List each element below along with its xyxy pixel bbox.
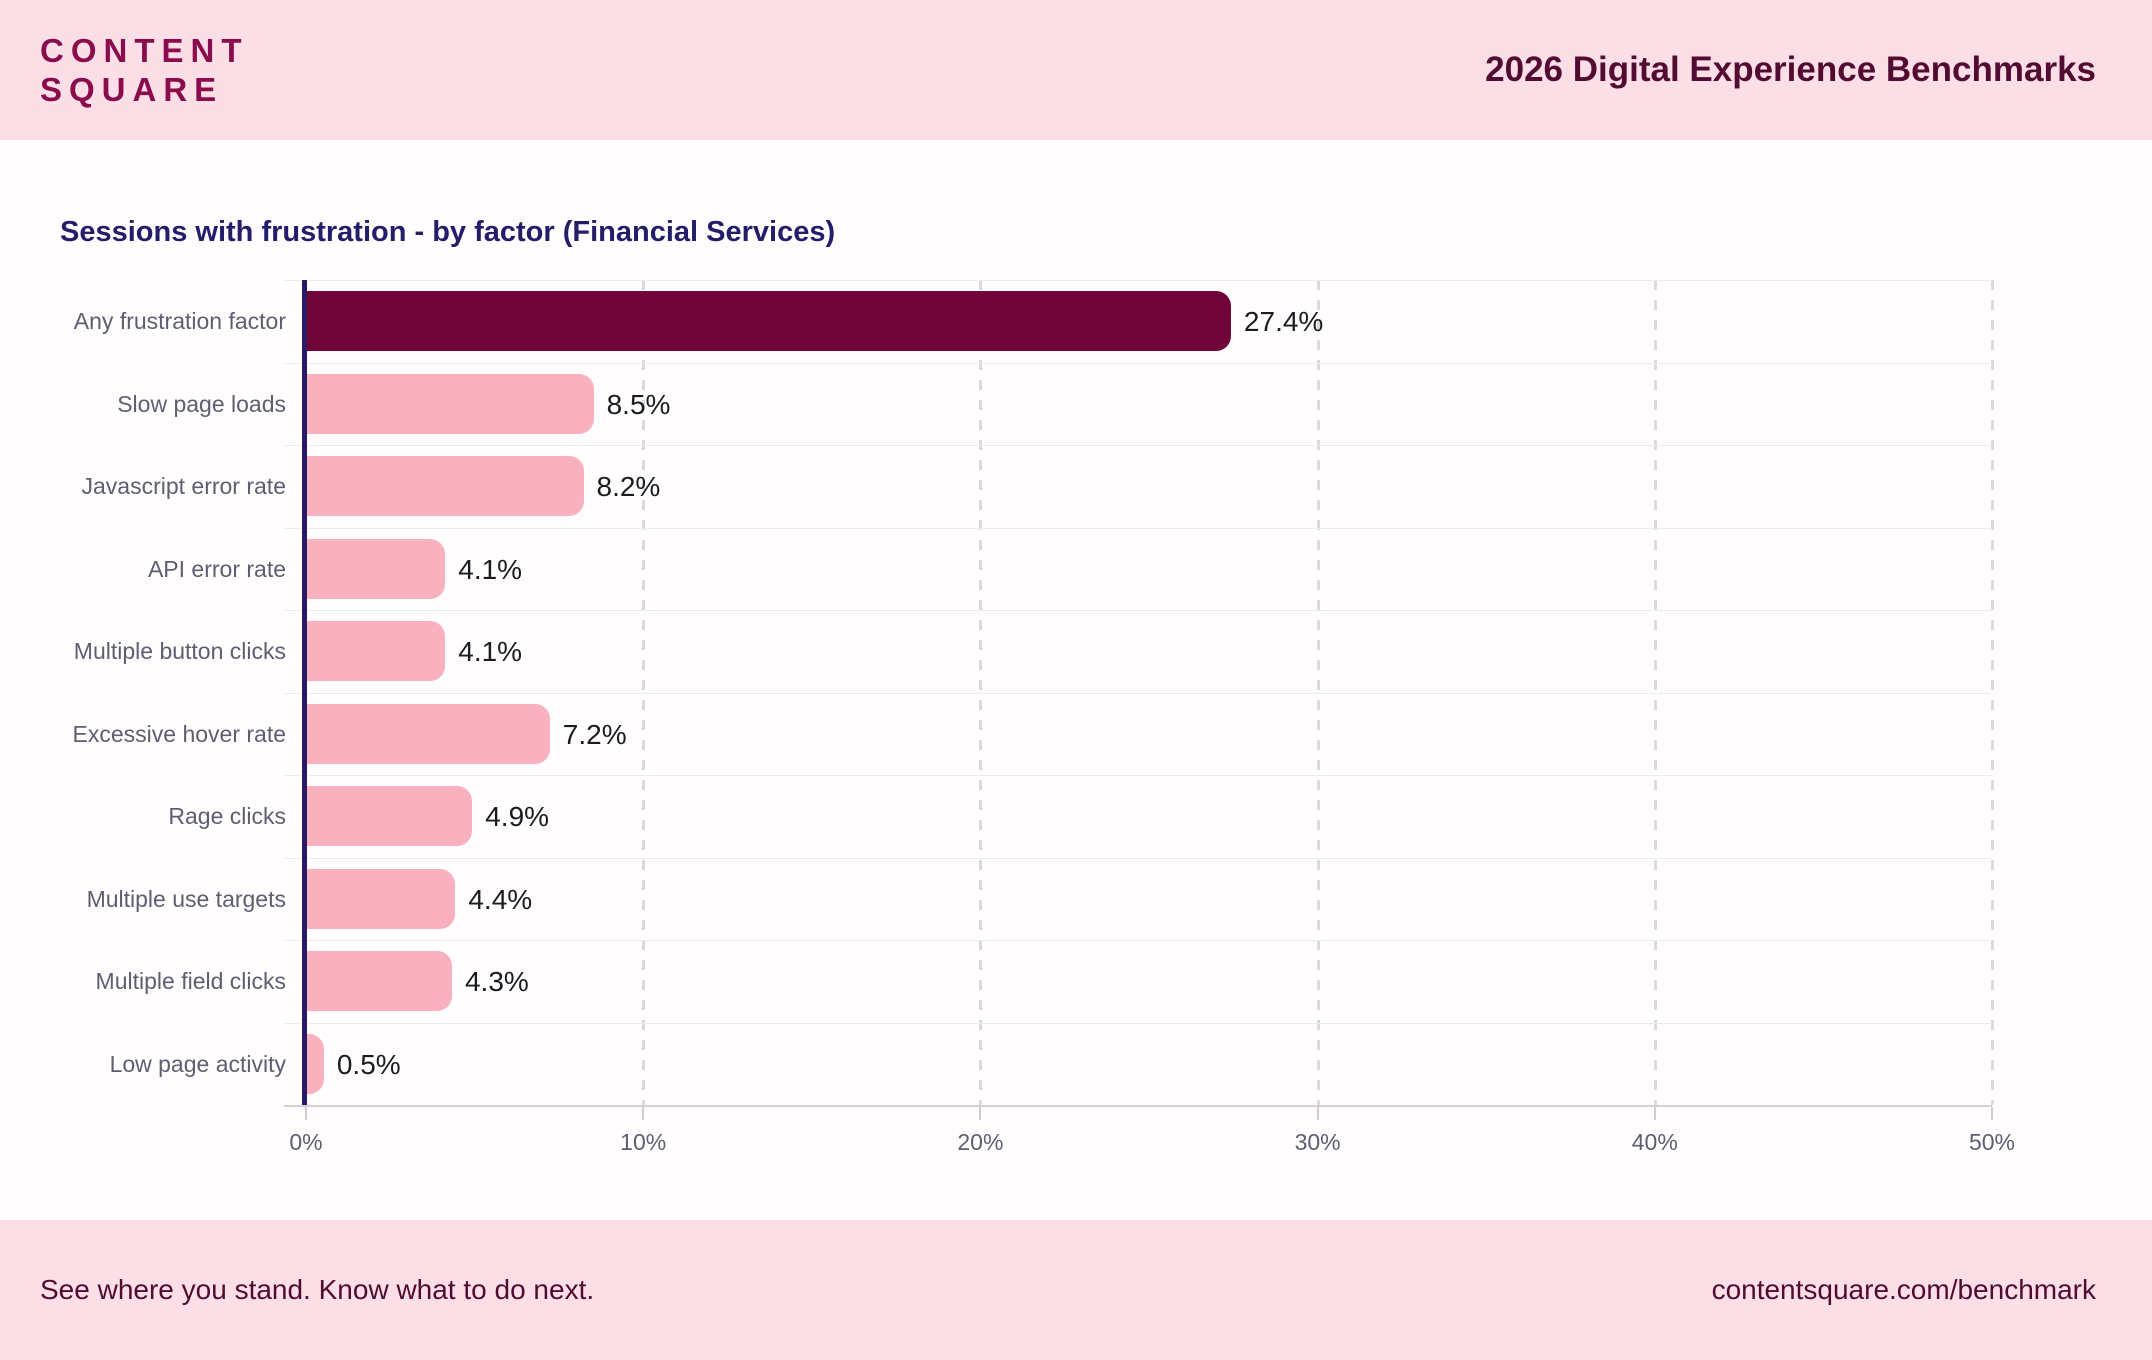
value-label: 4.4% [468, 883, 533, 915]
row-separator [284, 692, 1992, 694]
report-title: 2026 Digital Experience Benchmarks [1485, 50, 2096, 89]
y-axis-line [302, 280, 307, 1107]
bar [307, 868, 456, 929]
value-label: 7.2% [562, 718, 627, 750]
x-axis-tick [979, 1107, 982, 1120]
bar [307, 621, 446, 682]
gridline-vertical [1991, 280, 1994, 1105]
row-separator [284, 527, 1992, 529]
category-label: Javascript error rate [81, 473, 286, 499]
category-label: Any frustration factor [73, 308, 286, 334]
row-separator [284, 610, 1992, 611]
category-label: Multiple field clicks [95, 968, 286, 994]
x-axis-tick [642, 1107, 645, 1120]
bar [307, 703, 550, 764]
x-axis-tick [1316, 1107, 1319, 1120]
bar [307, 456, 584, 517]
bar [307, 951, 452, 1012]
row-separator [284, 775, 1992, 776]
row-separator [284, 857, 1992, 859]
x-axis-line [284, 1105, 1992, 1107]
footer-url: contentsquare.com/benchmark [1711, 1274, 2096, 1305]
value-label: 27.4% [1243, 306, 1324, 337]
row-separator [284, 362, 1992, 364]
value-label: 4.9% [485, 801, 550, 832]
value-label: 8.5% [606, 388, 671, 420]
x-tick-label: 20% [957, 1129, 1004, 1155]
contentsquare-logo: CONTENT SQUARE [40, 31, 249, 109]
x-tick-label: 30% [1294, 1129, 1341, 1155]
row-separator [284, 280, 1992, 281]
x-axis-tick [305, 1107, 307, 1120]
category-label: Low page activity [109, 1050, 286, 1077]
x-axis-tick [1653, 1107, 1656, 1120]
x-axis-tick [1991, 1107, 1993, 1120]
header: CONTENT SQUARE 2026 Digital Experience B… [0, 0, 2152, 140]
bar [307, 786, 473, 847]
x-tick-label: 50% [1968, 1129, 2016, 1155]
row-separator [284, 445, 1992, 446]
logo-line-1: CONTENT [40, 32, 249, 69]
bar [307, 291, 1231, 352]
footer: See where you stand. Know what to do nex… [0, 1220, 2152, 1360]
row-separator [284, 940, 1992, 941]
category-label: API error rate [147, 555, 286, 582]
value-label: 4.1% [458, 636, 523, 667]
value-label: 4.1% [458, 553, 523, 585]
logo-line-2: SQUARE [40, 71, 224, 108]
value-label: 0.5% [336, 1048, 401, 1080]
x-tick-label: 40% [1631, 1129, 1678, 1155]
category-label: Slow page loads [117, 390, 286, 417]
x-tick-label: 10% [620, 1129, 667, 1155]
bar [307, 1033, 324, 1094]
row-separator [284, 1022, 1992, 1024]
category-label: Rage clicks [168, 803, 286, 829]
value-label: 4.3% [464, 966, 529, 997]
footer-tagline: See where you stand. Know what to do nex… [40, 1274, 595, 1305]
category-label: Multiple button clicks [73, 638, 286, 664]
bar-chart: Sessions with frustration - by factor (F… [0, 140, 2152, 1220]
category-label: Excessive hover rate [72, 720, 286, 747]
x-tick-label: 0% [289, 1129, 323, 1155]
value-label: 8.2% [596, 471, 661, 502]
bar [307, 373, 594, 434]
bar [307, 538, 446, 599]
category-label: Multiple use targets [86, 885, 286, 912]
chart-title: Sessions with frustration - by factor (F… [60, 216, 836, 248]
